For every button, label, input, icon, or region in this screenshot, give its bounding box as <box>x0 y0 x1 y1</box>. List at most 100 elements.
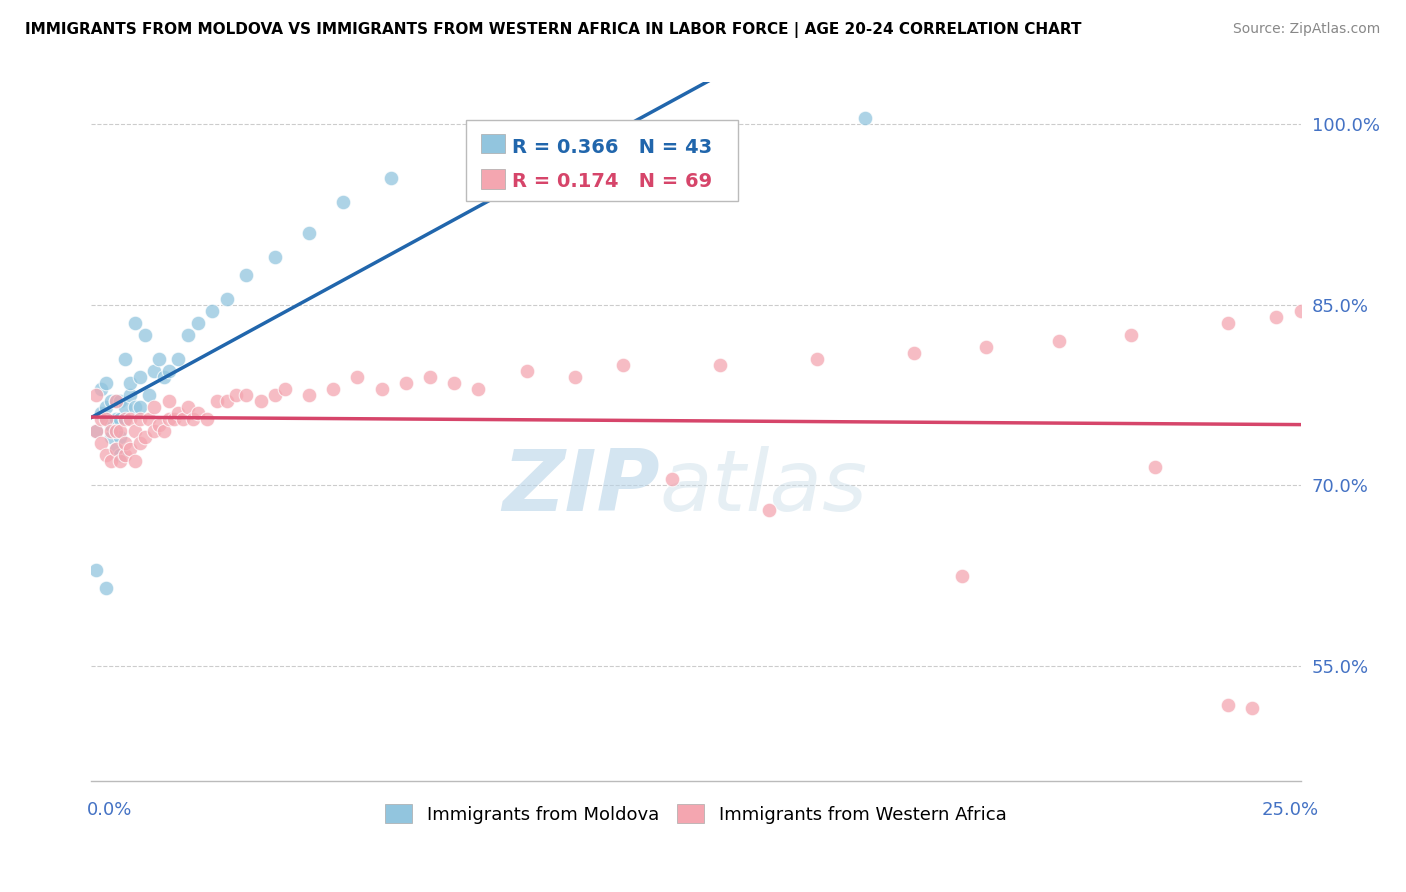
Point <box>104 424 127 438</box>
Legend: Immigrants from Moldova, Immigrants from Western Africa: Immigrants from Moldova, Immigrants from… <box>378 797 1014 830</box>
Point <box>110 448 132 462</box>
Point <box>167 406 190 420</box>
Text: 25.0%: 25.0% <box>1261 801 1319 819</box>
Point <box>143 364 166 378</box>
Point <box>128 436 150 450</box>
Point <box>264 250 287 264</box>
Point <box>157 394 180 409</box>
Point <box>110 412 132 426</box>
Point <box>120 412 142 426</box>
Point <box>380 171 402 186</box>
Point <box>84 424 107 438</box>
Point <box>215 394 238 409</box>
Point <box>110 394 132 409</box>
Point <box>120 376 142 390</box>
Point <box>201 303 224 318</box>
Point <box>148 418 170 433</box>
Point <box>197 412 219 426</box>
Point <box>419 370 441 384</box>
Point <box>162 412 184 426</box>
Point <box>124 400 146 414</box>
Point <box>516 364 538 378</box>
Point <box>395 376 418 390</box>
Text: R = 0.366   N = 43: R = 0.366 N = 43 <box>512 138 713 157</box>
Point <box>370 382 392 396</box>
Point <box>84 563 107 577</box>
Point <box>1121 327 1143 342</box>
Point <box>114 436 136 450</box>
Point <box>153 424 176 438</box>
Point <box>950 569 973 583</box>
Point <box>1241 701 1264 715</box>
Point <box>177 400 200 414</box>
Point <box>1216 316 1239 330</box>
Point <box>90 406 112 420</box>
Point <box>1289 303 1312 318</box>
Point <box>298 388 321 402</box>
Point <box>100 424 122 438</box>
Point <box>128 370 150 384</box>
Point <box>114 400 136 414</box>
Point <box>104 442 127 457</box>
Point <box>94 400 117 414</box>
Point <box>134 430 156 444</box>
Point <box>177 327 200 342</box>
FancyBboxPatch shape <box>481 169 505 188</box>
Point <box>205 394 228 409</box>
FancyBboxPatch shape <box>481 134 505 153</box>
Point <box>84 388 107 402</box>
Point <box>100 430 122 444</box>
Text: atlas: atlas <box>659 446 868 529</box>
Point <box>467 382 489 396</box>
Point <box>124 424 146 438</box>
Point <box>1047 334 1070 348</box>
Point <box>1144 460 1167 475</box>
Point <box>90 382 112 396</box>
Point <box>806 351 828 366</box>
Point <box>322 382 344 396</box>
Point <box>181 412 204 426</box>
Point <box>264 388 287 402</box>
Text: R = 0.174   N = 69: R = 0.174 N = 69 <box>512 171 713 191</box>
Point <box>138 412 160 426</box>
Point <box>172 412 194 426</box>
Point <box>143 400 166 414</box>
Point <box>215 292 238 306</box>
FancyBboxPatch shape <box>467 120 738 201</box>
Point <box>124 316 146 330</box>
Point <box>114 448 136 462</box>
Point <box>661 472 683 486</box>
Point <box>84 424 107 438</box>
Point <box>974 340 997 354</box>
Point <box>187 406 209 420</box>
Point <box>114 351 136 366</box>
Point <box>114 412 136 426</box>
Point <box>128 412 150 426</box>
Point <box>443 376 465 390</box>
Point <box>332 195 354 210</box>
Point <box>104 412 127 426</box>
Point <box>346 370 368 384</box>
Point <box>167 351 190 366</box>
Point <box>758 502 780 516</box>
Point <box>90 436 112 450</box>
Point <box>612 358 634 372</box>
Point <box>249 394 271 409</box>
Point <box>235 268 257 282</box>
Point <box>110 424 132 438</box>
Point <box>124 454 146 468</box>
Point <box>143 424 166 438</box>
Point <box>104 424 127 438</box>
Point <box>564 370 586 384</box>
Text: 0.0%: 0.0% <box>87 801 132 819</box>
Point <box>128 400 150 414</box>
Point <box>94 412 117 426</box>
Point <box>187 316 209 330</box>
Point <box>120 442 142 457</box>
Point <box>298 226 321 240</box>
Text: ZIP: ZIP <box>502 446 659 529</box>
Point <box>120 388 142 402</box>
Point <box>157 364 180 378</box>
Point <box>1216 698 1239 712</box>
Point <box>104 394 127 409</box>
